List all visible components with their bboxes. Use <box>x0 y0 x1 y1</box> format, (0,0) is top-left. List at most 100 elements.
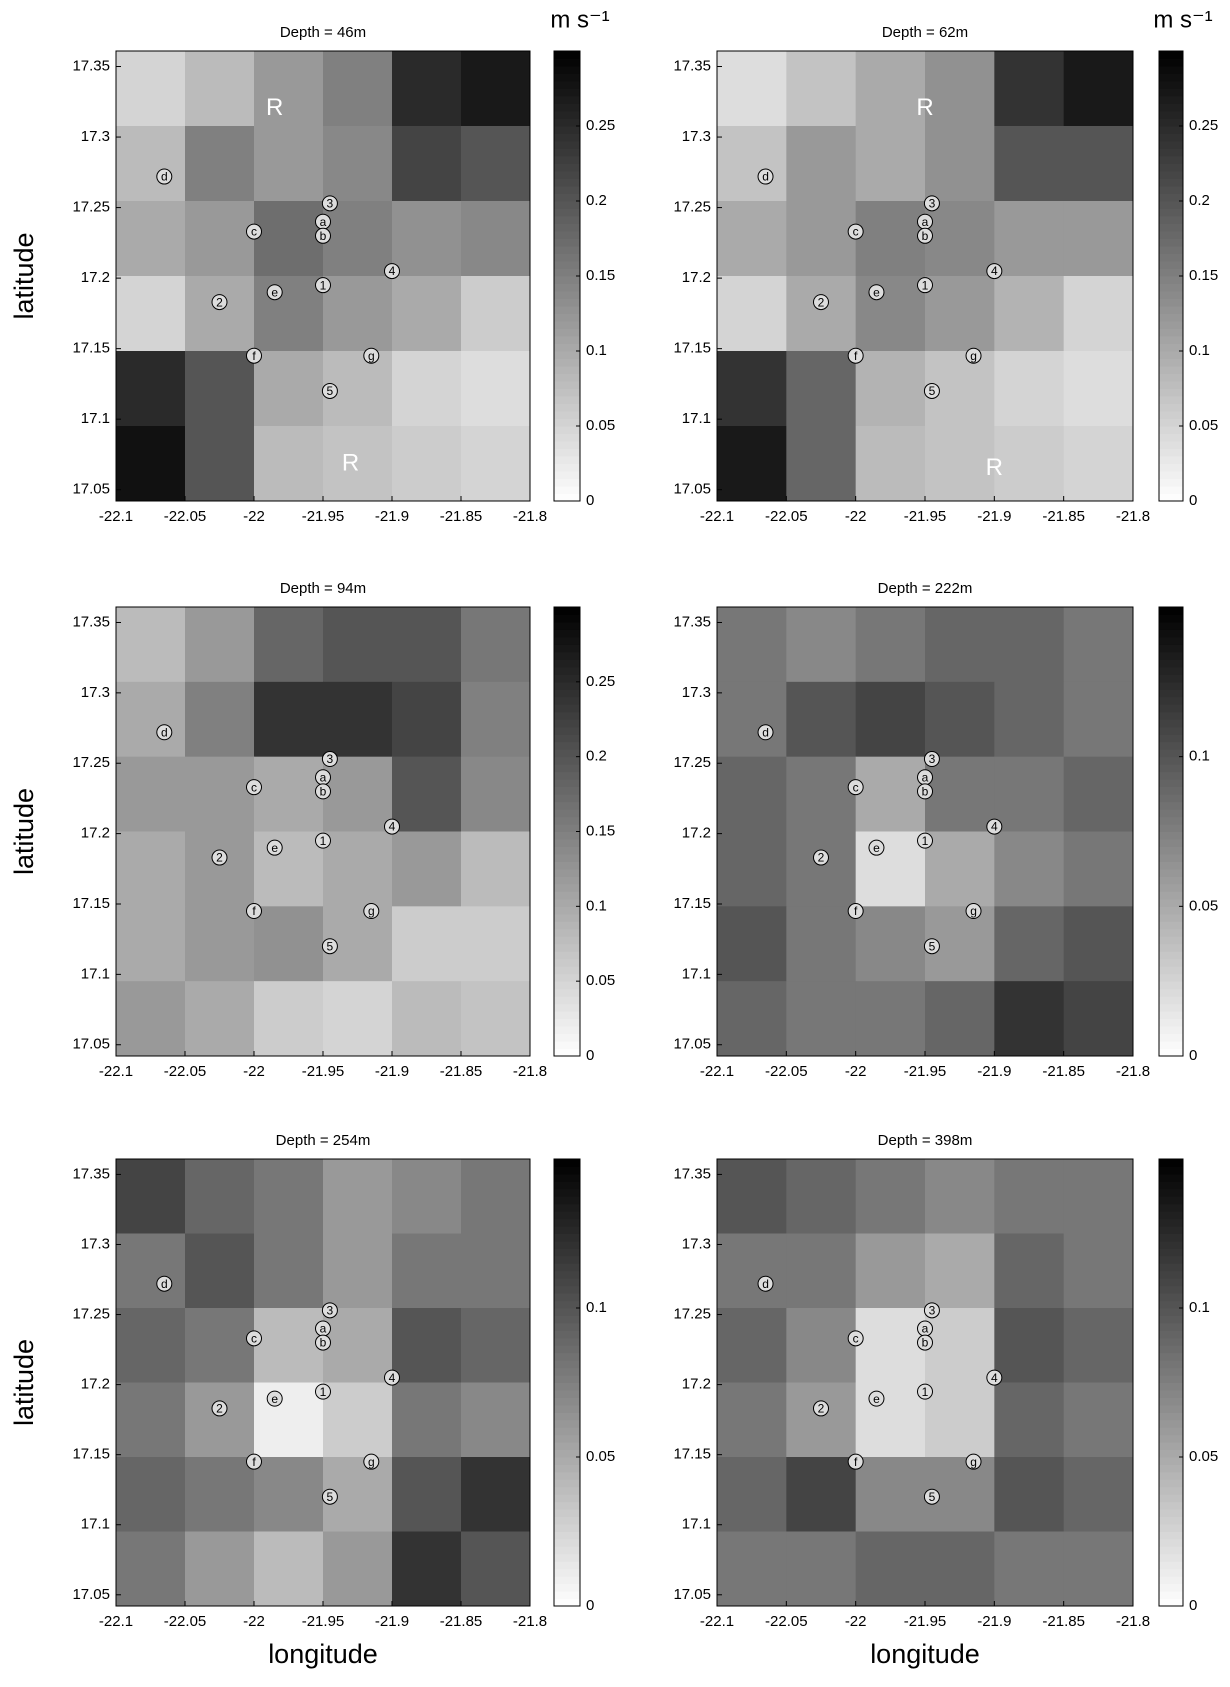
x-tick-label: -21.8 <box>513 508 547 525</box>
colorbar-step <box>1159 313 1183 322</box>
x-tick-label: -21.95 <box>302 508 345 525</box>
colorbar-step <box>1159 66 1183 74</box>
station-label: f <box>252 1455 256 1469</box>
colorbar-step <box>1159 1011 1183 1020</box>
colorbar-step <box>554 1531 580 1540</box>
colorbar-step <box>1159 921 1183 930</box>
colorbar-step <box>554 133 580 142</box>
colorbar-step <box>554 1041 580 1050</box>
y-tick-label: 17.15 <box>673 340 711 357</box>
colorbar-step <box>1159 1048 1183 1057</box>
colorbar-step <box>1159 898 1183 907</box>
station-marker <box>315 832 331 849</box>
speed-cell <box>855 1531 926 1607</box>
speed-cell <box>786 1457 857 1532</box>
speed-cell <box>254 426 324 502</box>
colorbar-step <box>1159 1583 1183 1592</box>
colorbar-step <box>1159 1315 1183 1324</box>
colorbar-step <box>1159 1412 1183 1421</box>
x-tick-label: -21.95 <box>302 1613 345 1630</box>
colorbar-tick-label: 0 <box>586 1047 594 1064</box>
colorbar-step <box>554 1352 580 1361</box>
x-tick-label: -21.95 <box>904 1063 947 1080</box>
y-axis-label: latitude <box>9 232 39 319</box>
station-marker <box>211 294 228 311</box>
colorbar-tick-label: 0.05 <box>1189 1448 1218 1465</box>
speed-cell <box>185 906 255 982</box>
station-marker <box>363 347 380 364</box>
speed-cell <box>994 981 1065 1057</box>
x-tick-label: -21.9 <box>375 508 409 525</box>
colorbar-step <box>1159 336 1183 344</box>
station-label: 4 <box>991 820 998 834</box>
colorbar-step <box>1159 779 1183 788</box>
x-tick-label: -21.8 <box>513 1613 547 1630</box>
speed-cell <box>1063 201 1134 277</box>
y-tick-label: 17.25 <box>673 754 711 771</box>
colorbar-step <box>554 659 580 668</box>
speed-cell <box>323 981 393 1057</box>
colorbar-step <box>554 816 580 825</box>
speed-cell <box>461 981 531 1057</box>
colorbar-step <box>554 118 580 127</box>
speed-cell <box>185 981 255 1057</box>
colorbar-step <box>1159 734 1183 743</box>
colorbar-step <box>554 1382 580 1391</box>
speed-cell <box>855 906 926 982</box>
colorbar-step <box>1159 1181 1183 1190</box>
station-marker <box>847 1453 864 1470</box>
y-tick-label: 17.1 <box>81 410 110 427</box>
colorbar-step <box>554 749 580 758</box>
x-tick-label: -21.85 <box>1042 1063 1085 1080</box>
speed-cell <box>254 126 324 202</box>
colorbar-step <box>1159 1434 1183 1443</box>
speed-cell <box>786 51 857 127</box>
colorbar-step <box>1159 1457 1183 1465</box>
colorbar-step <box>1159 246 1183 254</box>
speed-cell <box>925 126 995 202</box>
colorbar-step <box>1159 478 1183 487</box>
station-marker <box>321 1302 338 1319</box>
colorbar-step <box>554 831 580 840</box>
speed-cell <box>461 831 531 907</box>
station-label: g <box>970 904 977 918</box>
speed-cell <box>116 1531 186 1607</box>
station-label: b <box>320 1336 327 1350</box>
speed-cell <box>185 51 255 127</box>
colorbar-step <box>554 306 580 314</box>
colorbar-step <box>554 1003 580 1012</box>
speed-cell <box>994 681 1065 758</box>
speed-cell <box>461 681 531 758</box>
station-label: g <box>970 349 977 363</box>
speed-cell <box>254 51 324 127</box>
colorbar-step <box>1159 1203 1183 1212</box>
colorbar-step <box>1159 1479 1183 1488</box>
station-marker <box>266 839 283 856</box>
colorbar-step <box>1159 156 1183 164</box>
colorbar-step <box>1159 111 1183 119</box>
colorbar-step <box>1159 696 1183 705</box>
colorbar-step <box>554 1159 580 1167</box>
colorbar-step <box>554 358 580 367</box>
station-label: c <box>853 225 859 239</box>
colorbar-step <box>554 433 580 442</box>
colorbar-step <box>554 253 580 262</box>
station-label: 3 <box>929 752 936 766</box>
colorbar-step <box>1159 1270 1183 1279</box>
x-tick-label: -21.9 <box>375 1063 409 1080</box>
y-tick-label: 17.15 <box>673 1446 711 1463</box>
colorbar-step <box>1159 88 1183 97</box>
y-tick-label: 17.3 <box>682 684 711 701</box>
y-tick-label: 17.25 <box>72 1306 110 1323</box>
colorbar-step <box>554 373 580 382</box>
x-tick-label: -21.9 <box>977 508 1011 525</box>
colorbar-step <box>1159 276 1183 284</box>
colorbar-step <box>554 1434 580 1443</box>
speed-cell <box>1063 981 1134 1057</box>
speed-cell <box>461 1159 531 1234</box>
colorbar-step <box>554 231 580 239</box>
colorbar-label: m s⁻¹ <box>1153 6 1212 33</box>
x-axis-label: longitude <box>870 1639 980 1669</box>
speed-cell <box>717 831 787 907</box>
colorbar-step <box>554 936 580 945</box>
